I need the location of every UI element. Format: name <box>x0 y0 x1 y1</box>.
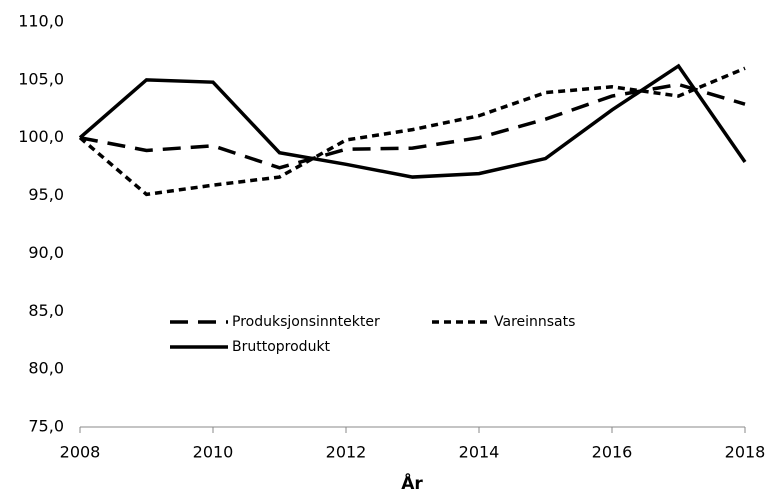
x-tick-label: 2016 <box>592 443 633 462</box>
y-tick-label: 110,0 <box>18 12 64 31</box>
x-axis-title: År <box>401 471 423 493</box>
x-tick-label: 2014 <box>459 443 500 462</box>
legend-label: Vareinnsats <box>494 314 575 330</box>
line-series <box>78 63 747 179</box>
legend-label: Bruttoprodukt <box>232 339 331 355</box>
x-tick-label: 2018 <box>725 443 766 462</box>
legend-label: Produksjonsinntekter <box>232 314 380 330</box>
x-tick-label: 2012 <box>326 443 367 462</box>
y-tick-label: 75,0 <box>28 417 64 436</box>
y-tick-label: 90,0 <box>28 243 64 262</box>
x-tick-label: 2010 <box>193 443 234 462</box>
y-tick-label: 80,0 <box>28 359 64 378</box>
line-series <box>78 66 746 197</box>
y-tick-label: 105,0 <box>18 69 64 88</box>
x-tick-label: 2008 <box>60 443 101 462</box>
line-series <box>79 82 746 170</box>
y-tick-label: 85,0 <box>28 301 64 320</box>
y-tick-label: 100,0 <box>18 127 64 146</box>
y-tick-label: 95,0 <box>28 185 64 204</box>
